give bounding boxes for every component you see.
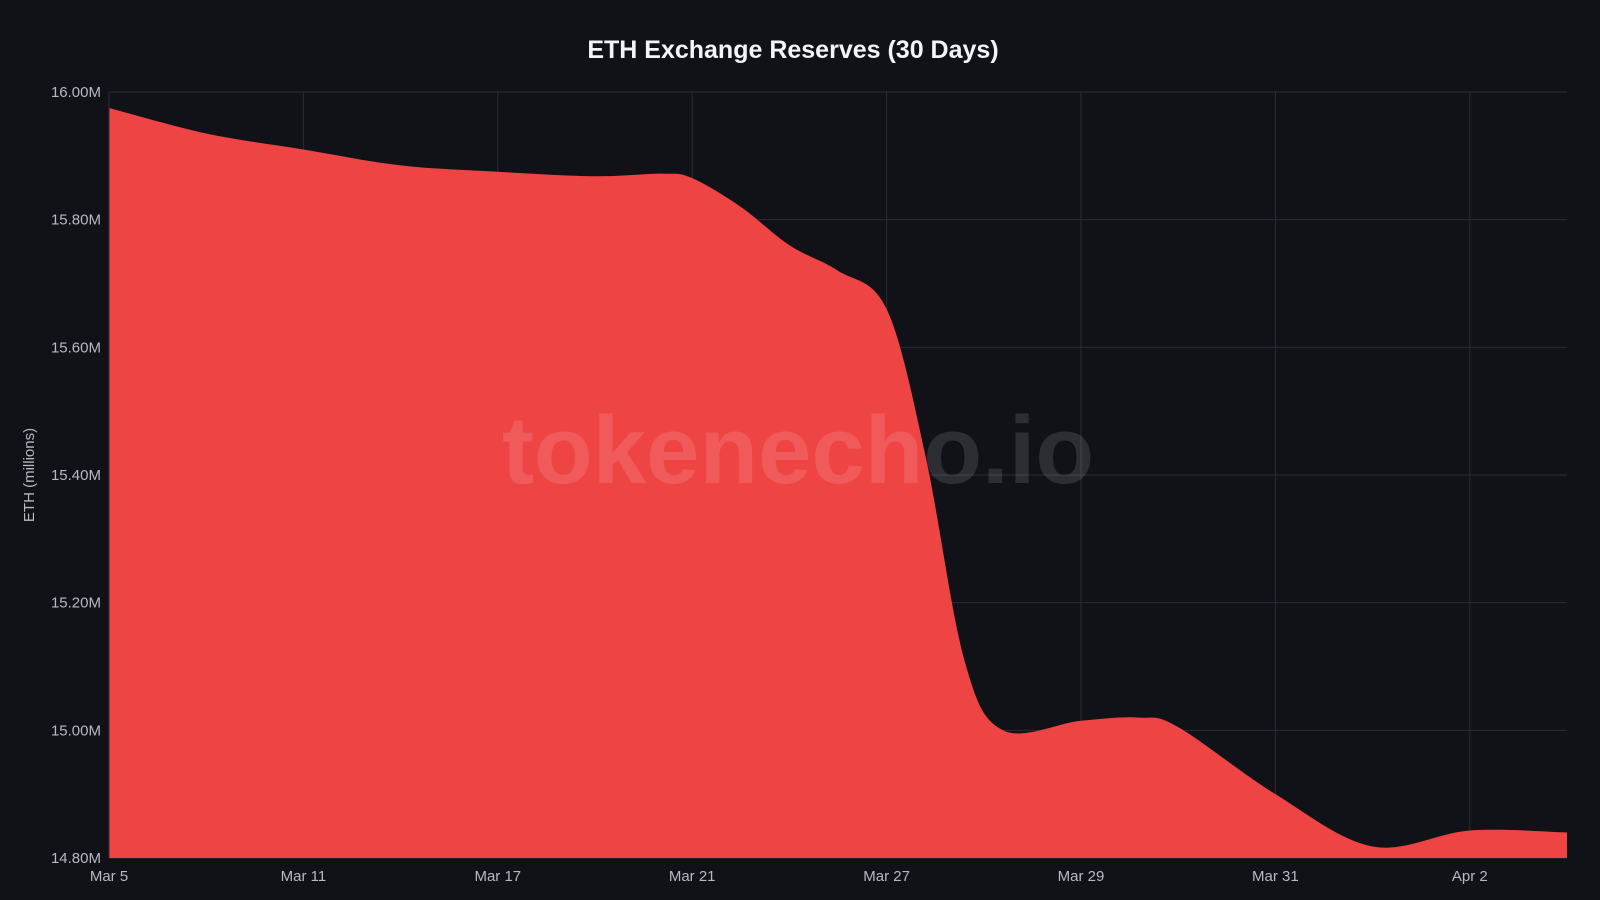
y-tick-label: 15.00M (51, 722, 101, 739)
y-tick-label: 15.80M (51, 212, 101, 229)
x-tick-label: Mar 31 (1252, 868, 1299, 885)
x-tick-label: Mar 17 (474, 868, 521, 885)
y-tick-label: 15.60M (51, 339, 101, 356)
x-tick-label: Mar 29 (1058, 868, 1105, 885)
area-layer (109, 107, 1567, 859)
x-tick-label: Apr 2 (1452, 868, 1488, 885)
y-axis-label: ETH (millions) (21, 428, 38, 522)
reserve-area-series (109, 107, 1567, 859)
x-tick-label: Mar 11 (281, 868, 327, 885)
x-tick-label: Mar 5 (90, 868, 128, 885)
axes-layer: 16.00M 15.80M 15.60M 15.40M 15.20M 15.00M 14.8… (51, 84, 1488, 885)
y-tick-label: 14.80M (51, 850, 101, 867)
y-tick-label: 15.20M (51, 595, 101, 612)
watermark-text: tokenecho.io (502, 397, 1094, 504)
x-tick-label: Mar 27 (863, 868, 910, 885)
y-tick-label: 16.00M (51, 84, 101, 101)
chart-title: ETH Exchange Reserves (30 Days) (587, 36, 998, 64)
x-tick-label: Mar 21 (669, 868, 716, 885)
y-tick-label: 15.40M (51, 467, 101, 484)
